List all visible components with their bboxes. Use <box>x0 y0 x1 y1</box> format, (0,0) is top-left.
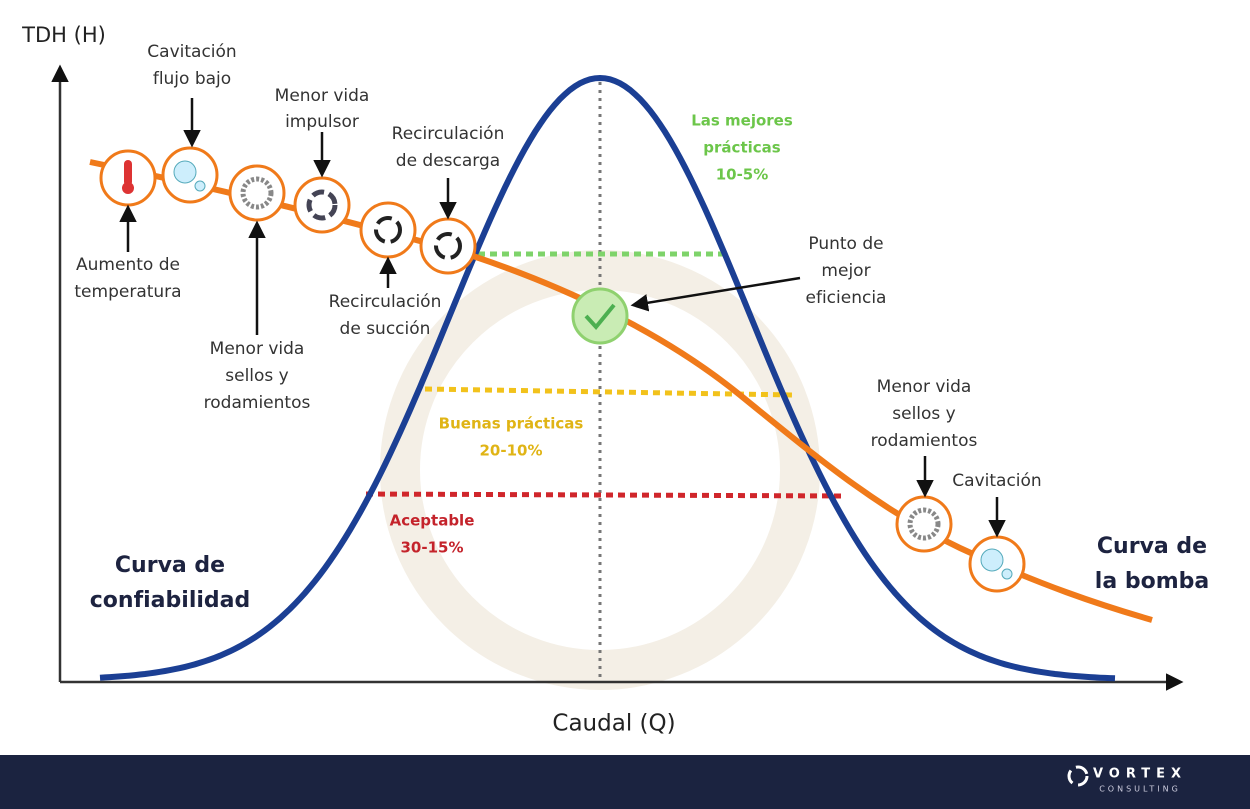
reliability-label: Curva de <box>115 553 225 578</box>
recirculation-icon <box>419 217 477 275</box>
bubble <box>194 180 206 192</box>
impeller-icon <box>293 176 351 234</box>
annotation: Recirculación <box>329 292 442 312</box>
annotation: de descarga <box>396 151 500 171</box>
bubble <box>980 548 1004 572</box>
y-axis-label: TDH (H) <box>21 23 106 47</box>
acceptable-zone-line <box>365 491 846 499</box>
annotation: temperatura <box>74 282 181 302</box>
annotation: sellos y <box>225 366 288 386</box>
logo <box>1067 765 1089 787</box>
bubble <box>173 160 197 184</box>
zone-range: 10-5% <box>716 166 769 184</box>
reliability-curve <box>99 74 1116 682</box>
annotation: Punto de <box>808 234 883 254</box>
annotation: Recirculación <box>392 124 505 144</box>
annotation: impulsor <box>285 112 359 132</box>
reliability-label: confiabilidad <box>90 588 251 613</box>
recirculation-icon <box>359 201 417 259</box>
pump-label: la bomba <box>1095 569 1209 594</box>
annotation: Aumento de <box>76 255 180 275</box>
zone-title: Aceptable <box>390 512 475 530</box>
bearing <box>240 176 274 210</box>
zone-title: prácticas <box>703 139 780 157</box>
check <box>584 303 616 331</box>
brand-sub: CONSULTING <box>1099 785 1181 794</box>
impeller <box>306 189 338 221</box>
bubble <box>1001 568 1013 580</box>
bep-icon <box>571 287 629 345</box>
annotation: eficiencia <box>806 288 887 308</box>
annotation: Cavitación <box>147 42 236 62</box>
annotation: Cavitación <box>952 471 1041 491</box>
annotation: de succión <box>340 319 431 339</box>
thermometer-bulb <box>122 182 134 194</box>
zone-range: 30-15% <box>400 539 463 557</box>
x-axis-label: Caudal (Q) <box>552 711 675 737</box>
bearing-icon <box>895 495 953 553</box>
arrow <box>630 276 801 312</box>
zone-range: 20-10% <box>479 442 542 460</box>
annotation: rodamientos <box>204 393 311 413</box>
annotation: Menor vida <box>275 86 370 106</box>
arrows <box>374 216 402 244</box>
good-zone-line <box>424 386 796 398</box>
zone-title: Las mejores <box>691 112 793 130</box>
watermark <box>380 250 820 690</box>
arrows <box>434 232 462 260</box>
zone-title: Buenas prácticas <box>439 415 584 433</box>
annotation: Menor vida <box>210 339 305 359</box>
annotation: mejor <box>821 261 870 281</box>
footer <box>0 755 1250 809</box>
annotation: flujo bajo <box>153 69 231 89</box>
pump-label: Curva de <box>1097 534 1207 559</box>
annotation: Menor vida <box>877 377 972 397</box>
bearing-icon <box>228 164 286 222</box>
annotation: sellos y <box>892 404 955 424</box>
annotation: rodamientos <box>871 431 978 451</box>
arrows-group <box>119 98 1006 538</box>
bearing <box>907 507 941 541</box>
brand: VORTEX <box>1093 767 1187 782</box>
thermometer <box>124 160 132 186</box>
